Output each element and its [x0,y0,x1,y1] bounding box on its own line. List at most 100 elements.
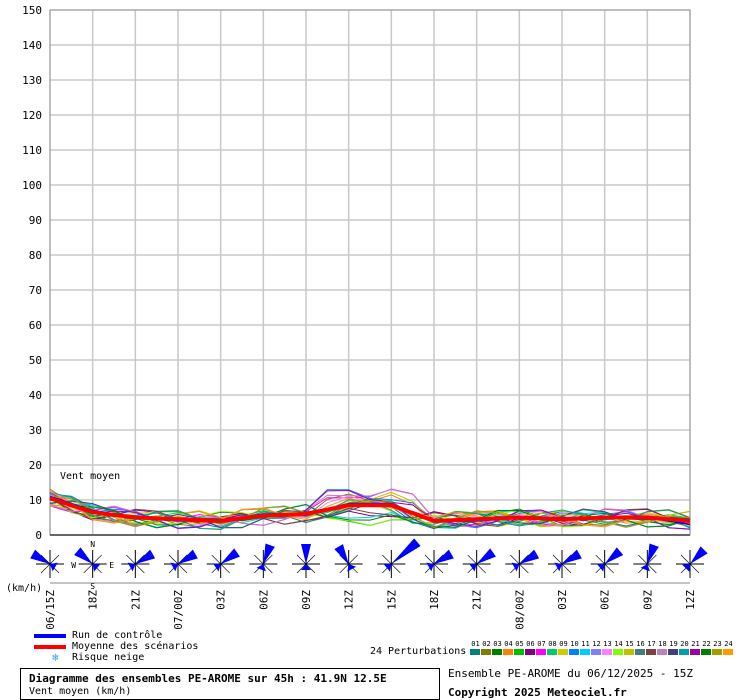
perturbation-number: 08 [548,640,557,648]
compass-label: N [90,540,95,549]
wind-rose-petal [256,564,266,572]
perturbation-swatch [635,649,645,655]
wind-rose-unit-label: (km/h) [6,583,42,594]
y-tick-label: 20 [29,459,42,472]
perturbation-legend-item: 18 [657,640,668,655]
wind-rose-petal [74,547,93,564]
perturbation-legend-item: 23 [712,640,723,655]
perturbation-legend-item: 07 [536,640,547,655]
wind-rose-petal [596,564,605,572]
perturbation-swatch [591,649,601,655]
perturbation-swatch [514,649,524,655]
perturbation-number: 07 [537,640,546,648]
y-tick-label: 60 [29,319,42,332]
perturbation-line [49,497,691,527]
wind-rose-petal [511,562,520,572]
wind-rose-petal [347,564,356,572]
perturbation-line [49,489,691,530]
x-tick-label: 12Z [343,590,356,610]
y-tick-label: 140 [22,39,42,52]
mean-line [49,496,691,523]
legend-mean: Moyenne des scénarios [34,641,198,652]
perturbation-number: 24 [724,640,733,648]
ensemble-run-label: Ensemble PE-AROME du 06/12/2025 - 15Z [448,667,694,680]
perturbation-legend-item: 21 [690,640,701,655]
wind-rose-petal [50,562,58,572]
wind-rose-petal [92,564,101,572]
compass-label: S [90,582,95,591]
compass-label: E [109,561,114,570]
perturbation-legend-item: 16 [635,640,646,655]
x-tick-label: 09Z [300,590,313,610]
y-tick-label: 40 [29,389,42,402]
perturbation-number: 04 [504,640,513,648]
perturbation-legend-item: 13 [602,640,613,655]
x-tick-label: 06Z [599,590,612,610]
perturbation-swatch [536,649,546,655]
perturbation-legend-item: 01 [470,640,481,655]
control-run-swatch [34,634,66,638]
x-tick-label: 21Z [471,590,484,610]
x-tick-label: 07/00Z [172,590,185,630]
perturbation-number: 19 [669,640,678,648]
chart-subtitle: Vent moyen (km/h) [29,686,132,697]
snowflake-icon: ❄ [52,651,59,664]
y-tick-label: 120 [22,109,42,122]
wind-rose-petal [263,543,275,564]
wind-rose-petal [476,548,496,564]
y-tick-label: 90 [29,214,42,227]
perturbation-swatch [547,649,557,655]
legend-label-snow: Risque neige [72,652,145,663]
perturbations-label: 24 Perturbations [370,646,467,657]
perturbation-number: 10 [570,640,579,648]
wind-rose-petal [383,564,392,572]
wind-rose-petal [127,562,136,572]
y-tick-label: 150 [22,4,42,17]
wind-rose-petal [170,562,178,572]
legend: Run de contrôle Moyenne des scénarios ❄ … [34,630,198,663]
plot-frame [49,9,691,536]
perturbation-swatch [679,649,689,655]
perturbation-number: 13 [603,640,612,648]
perturbation-line [49,498,691,529]
perturbation-number: 09 [559,640,568,648]
perturbation-number: 02 [482,640,491,648]
x-tick-label: 09Z [641,590,654,610]
legend-label-mean: Moyenne des scénarios [72,641,199,652]
perturbation-swatch [712,649,722,655]
perturbation-number: 05 [515,640,524,648]
perturbation-swatch [525,649,535,655]
annotation-vent-moyen: Vent moyen [60,471,120,482]
perturbation-number: 18 [658,640,667,648]
compass-label: W [71,561,76,570]
wind-rose-petal [301,564,311,570]
perturbation-number: 06 [526,640,535,648]
perturbation-swatch [602,649,612,655]
x-tick-label: 03Z [215,590,228,610]
perturbation-legend-item: 04 [503,640,514,655]
perturbation-swatch [481,649,491,655]
x-tick-label: 08/00Z [513,590,526,630]
wind-rose-petal [690,546,708,564]
perturbation-legend-item: 22 [701,640,712,655]
x-tick-label: 06Z [257,590,270,610]
perturbation-legend-item: 05 [514,640,525,655]
perturbation-number: 14 [614,640,623,648]
perturbation-line [49,490,691,528]
copyright: Copyright 2025 Meteociel.fr [448,686,627,699]
perturbation-number: 11 [581,640,590,648]
perturbation-number: 16 [636,640,645,648]
perturbation-legend-item: 14 [613,640,624,655]
wind-rose-petal [562,549,582,564]
y-tick-label: 10 [29,494,42,507]
y-tick-label: 130 [22,74,42,87]
perturbation-swatch [503,649,513,655]
perturbation-legend-item: 08 [547,640,558,655]
wind-rose-petal [604,547,624,564]
perturbation-swatch [580,649,590,655]
y-tick-label: 110 [22,144,42,157]
x-tick-label: 12Z [684,590,697,610]
x-tick-label: 21Z [129,590,142,610]
ensemble-chart: 0 10 20 30 40 50 60 70 80 90 100 110 120 130 140 150 Ven… [6,4,708,630]
perturbation-number: 03 [493,640,502,648]
